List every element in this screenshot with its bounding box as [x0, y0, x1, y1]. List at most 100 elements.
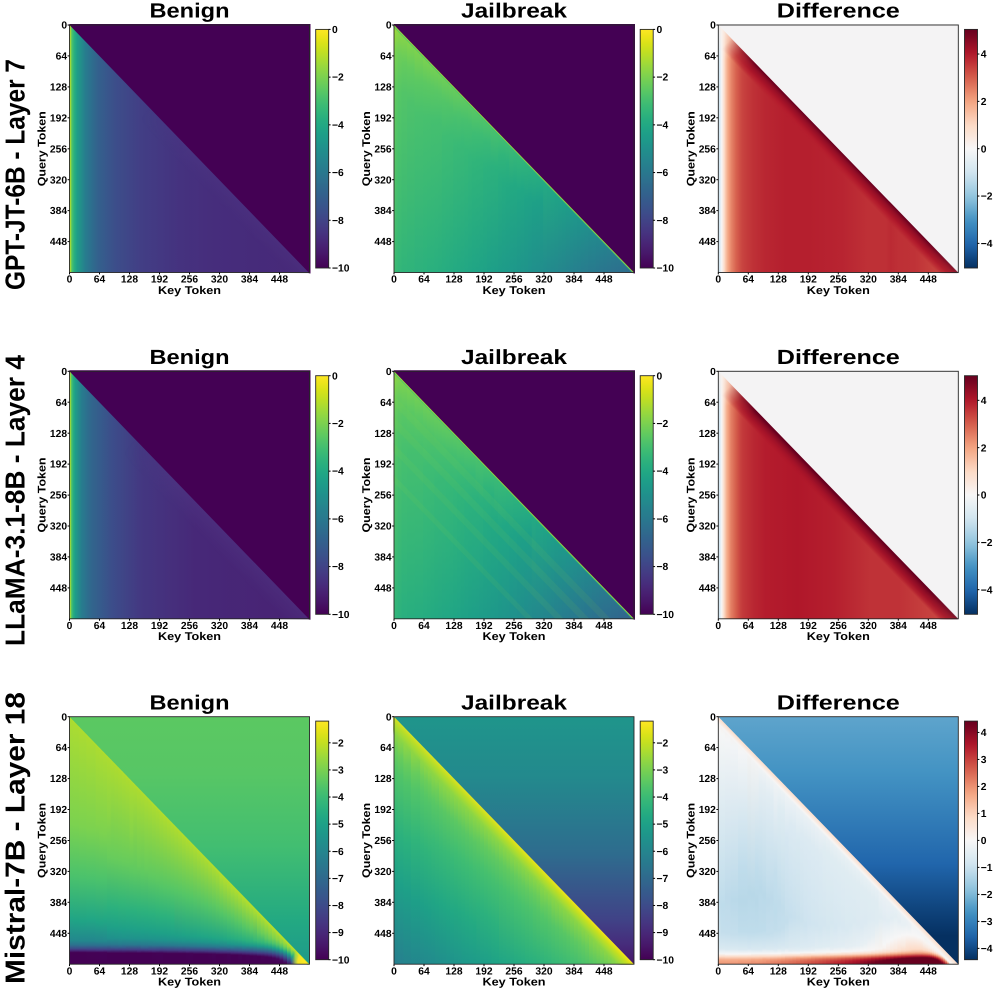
svg-text:−10: −10 [332, 955, 350, 966]
svg-text:448: 448 [374, 237, 391, 248]
svg-text:−4: −4 [657, 467, 669, 478]
svg-text:64: 64 [94, 966, 106, 977]
svg-text:448: 448 [920, 275, 937, 286]
svg-text:Query Token: Query Token [37, 803, 49, 878]
svg-text:Key Token: Key Token [807, 631, 870, 643]
svg-text:LLaMA-3.1-8B - Layer 4: LLaMA-3.1-8B - Layer 4 [0, 354, 31, 646]
svg-text:256: 256 [505, 275, 522, 286]
svg-text:−4: −4 [332, 467, 344, 478]
svg-text:384: 384 [374, 898, 391, 909]
svg-text:448: 448 [271, 621, 288, 632]
svg-text:128: 128 [121, 275, 138, 286]
svg-text:384: 384 [890, 966, 907, 977]
svg-text:−6: −6 [332, 168, 344, 179]
svg-text:384: 384 [699, 206, 716, 217]
svg-text:448: 448 [595, 966, 612, 977]
svg-text:128: 128 [121, 966, 138, 977]
svg-text:64: 64 [56, 743, 68, 754]
svg-text:192: 192 [475, 275, 492, 286]
svg-text:192: 192 [699, 805, 716, 816]
svg-text:256: 256 [50, 491, 67, 502]
svg-text:128: 128 [699, 774, 716, 785]
svg-text:256: 256 [699, 491, 716, 502]
svg-text:3: 3 [981, 755, 987, 766]
svg-text:448: 448 [50, 929, 67, 940]
svg-text:0: 0 [710, 712, 716, 723]
svg-text:−4: −4 [657, 793, 669, 804]
svg-text:192: 192 [374, 805, 391, 816]
svg-text:Query Token: Query Token [685, 803, 697, 878]
svg-text:−6: −6 [657, 847, 669, 858]
svg-text:128: 128 [445, 275, 462, 286]
svg-text:−10: −10 [332, 264, 350, 275]
svg-text:Benign: Benign [150, 346, 230, 369]
svg-text:384: 384 [565, 621, 582, 632]
svg-text:0: 0 [981, 836, 987, 847]
svg-text:2: 2 [981, 97, 987, 108]
svg-text:Query Token: Query Token [361, 457, 373, 532]
svg-text:320: 320 [211, 966, 228, 977]
svg-text:192: 192 [699, 113, 716, 124]
svg-text:320: 320 [860, 621, 877, 632]
svg-text:320: 320 [699, 522, 716, 533]
svg-text:0: 0 [715, 621, 721, 632]
svg-text:0: 0 [61, 712, 67, 723]
svg-text:−4: −4 [657, 120, 669, 131]
svg-text:320: 320 [374, 522, 391, 533]
svg-text:64: 64 [56, 398, 68, 409]
svg-text:256: 256 [50, 144, 67, 155]
svg-text:256: 256 [181, 966, 198, 977]
svg-text:−2: −2 [657, 419, 669, 430]
svg-text:320: 320 [535, 275, 552, 286]
svg-text:−2: −2 [332, 419, 344, 430]
svg-text:0: 0 [981, 491, 987, 502]
svg-text:0: 0 [391, 275, 397, 286]
svg-text:Query Token: Query Token [685, 111, 697, 186]
svg-text:192: 192 [699, 460, 716, 471]
svg-text:64: 64 [418, 275, 430, 286]
svg-text:128: 128 [770, 966, 787, 977]
svg-text:192: 192 [374, 113, 391, 124]
svg-text:4: 4 [981, 396, 987, 407]
svg-text:−4: −4 [332, 793, 344, 804]
svg-text:−2: −2 [657, 73, 669, 84]
svg-text:384: 384 [565, 966, 582, 977]
svg-text:Jailbreak: Jailbreak [461, 0, 568, 23]
svg-text:Query Token: Query Token [37, 111, 49, 186]
svg-text:448: 448 [271, 275, 288, 286]
svg-text:−2: −2 [981, 538, 993, 549]
svg-text:−9: −9 [332, 928, 344, 939]
svg-text:448: 448 [699, 237, 716, 248]
svg-text:384: 384 [241, 621, 258, 632]
svg-text:−10: −10 [657, 610, 675, 621]
svg-text:Query Token: Query Token [685, 457, 697, 532]
svg-text:Key Token: Key Token [158, 631, 221, 643]
svg-text:192: 192 [50, 460, 67, 471]
svg-text:384: 384 [565, 275, 582, 286]
svg-text:128: 128 [374, 774, 391, 785]
svg-text:64: 64 [56, 52, 68, 63]
svg-text:−1: −1 [981, 863, 993, 874]
svg-text:192: 192 [151, 621, 168, 632]
svg-text:−10: −10 [657, 955, 675, 966]
svg-text:2: 2 [981, 443, 987, 454]
svg-text:64: 64 [380, 398, 392, 409]
svg-text:−4: −4 [332, 120, 344, 131]
svg-text:128: 128 [445, 966, 462, 977]
svg-text:448: 448 [595, 275, 612, 286]
svg-text:256: 256 [830, 621, 847, 632]
svg-text:−6: −6 [332, 515, 344, 526]
svg-text:448: 448 [920, 621, 937, 632]
svg-text:−3: −3 [657, 766, 669, 777]
svg-text:Key Token: Key Token [483, 631, 546, 643]
svg-text:192: 192 [50, 113, 67, 124]
svg-text:0: 0 [386, 712, 392, 723]
svg-text:384: 384 [374, 553, 391, 564]
svg-text:0: 0 [657, 25, 663, 36]
svg-text:0: 0 [386, 21, 392, 32]
svg-text:256: 256 [505, 966, 522, 977]
svg-text:192: 192 [800, 966, 817, 977]
svg-text:192: 192 [475, 621, 492, 632]
svg-text:0: 0 [67, 621, 73, 632]
svg-text:Key Token: Key Token [483, 285, 546, 297]
